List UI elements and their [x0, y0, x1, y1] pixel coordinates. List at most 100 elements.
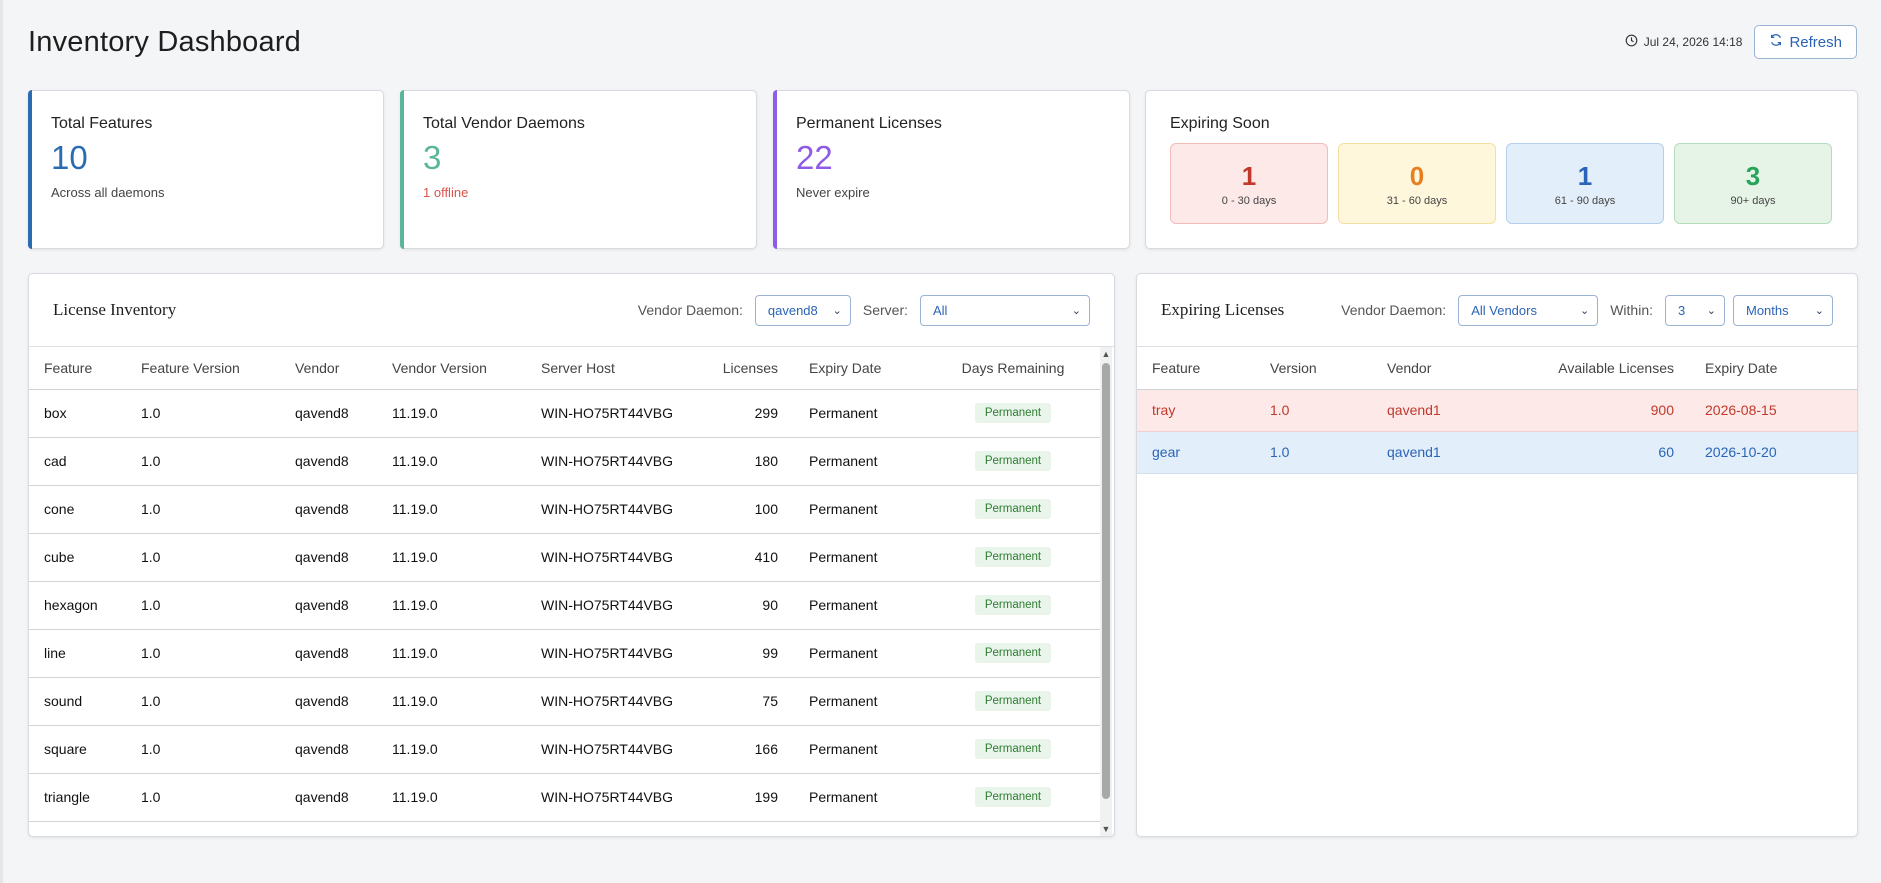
- cell-feature: line: [29, 629, 126, 678]
- col-expiry-date[interactable]: Expiry Date: [794, 347, 926, 390]
- expiring-licenses-panel: Expiring Licenses Vendor Daemon: All Ven…: [1136, 273, 1858, 837]
- cell-days-remaining: Permanent: [926, 581, 1100, 630]
- scroll-down-icon[interactable]: ▼: [1101, 824, 1111, 834]
- vendor-daemon-value: qavend8: [767, 302, 818, 318]
- col-licenses[interactable]: Licenses: [704, 347, 794, 390]
- cell-version: 1.0: [1255, 389, 1372, 432]
- table-row[interactable]: square 1.0 qavend8 11.19.0 WIN-HO75RT44VBG 16…: [29, 725, 1100, 774]
- timestamp-text: Jul 24, 2026 14:18: [1643, 35, 1743, 49]
- stat-label: Total Vendor Daemons: [423, 115, 585, 132]
- cell-expiry-date: Permanent: [794, 581, 926, 630]
- cell-vendor-version: 11.19.0: [377, 725, 526, 774]
- unit-select[interactable]: Months ⌄: [1733, 294, 1833, 326]
- server-select[interactable]: All ⌄: [920, 294, 1090, 326]
- stat-value: 22: [796, 139, 833, 176]
- page-header: Inventory Dashboard Jul 24, 2026 14:18 R…: [28, 20, 1857, 64]
- expiring-soon-card: Expiring Soon 1 0 - 30 days 0 31 - 60 da…: [1145, 90, 1858, 249]
- cell-days-remaining: Permanent: [926, 677, 1100, 726]
- cell-days-remaining: Permanent: [926, 437, 1100, 486]
- cell-licenses: 166: [704, 725, 794, 774]
- stat-label: Permanent Licenses: [796, 115, 942, 132]
- col-server-host[interactable]: Server Host: [526, 347, 704, 390]
- stat-card-vendor-daemons: Total Vendor Daemons 3 1 offline: [400, 90, 757, 249]
- within-label: Within:: [1610, 302, 1653, 318]
- bucket-0-30[interactable]: 1 0 - 30 days: [1170, 143, 1328, 224]
- bucket-61-90[interactable]: 1 61 - 90 days: [1506, 143, 1664, 224]
- stat-card-total-features: Total Features 10 Across all daemons: [28, 90, 384, 249]
- vendor-daemon-select[interactable]: All Vendors ⌄: [1458, 294, 1599, 326]
- cell-expiry-date: Permanent: [794, 773, 926, 822]
- cell-vendor: qavend8: [280, 677, 377, 726]
- cell-server-host: WIN-HO75RT44VBG: [526, 581, 704, 630]
- bucket-31-60[interactable]: 0 31 - 60 days: [1338, 143, 1496, 224]
- stat-label: Total Features: [51, 115, 153, 132]
- cell-feature-version: 1.0: [126, 485, 280, 534]
- scroll-thumb[interactable]: [1102, 363, 1110, 799]
- status-badge: Permanent: [974, 451, 1052, 471]
- cell-server-host: WIN-HO75RT44VBG: [526, 629, 704, 678]
- cell-server-host: WIN-HO75RT44VBG: [526, 437, 704, 486]
- cell-available: 60: [1472, 431, 1690, 474]
- col-expiry-date[interactable]: Expiry Date: [1690, 347, 1857, 390]
- refresh-label: Refresh: [1789, 33, 1842, 51]
- bucket-count: 1: [1577, 160, 1593, 191]
- cell-expiry-date: Permanent: [794, 389, 926, 438]
- col-feature[interactable]: Feature: [1137, 347, 1255, 390]
- cell-feature-version: 1.0: [126, 773, 280, 822]
- cell-feature: cone: [29, 485, 126, 534]
- table-row[interactable]: hexagon 1.0 qavend8 11.19.0 WIN-HO75RT44VBG 9…: [29, 581, 1100, 630]
- cell-days-remaining: Permanent: [926, 485, 1100, 534]
- status-badge: Permanent: [974, 547, 1052, 567]
- within-select[interactable]: 3 ⌄: [1665, 294, 1725, 326]
- table-row[interactable]: cad 1.0 qavend8 11.19.0 WIN-HO75RT44VBG 180 Pe…: [29, 437, 1100, 486]
- status-badge: Permanent: [974, 643, 1052, 663]
- cell-vendor: qavend8: [280, 533, 377, 582]
- table-row[interactable]: box 1.0 qavend8 11.19.0 WIN-HO75RT44VBG 299 Pe…: [29, 389, 1100, 438]
- cell-feature: gear: [1137, 431, 1255, 474]
- cell-feature: tray: [1137, 389, 1255, 432]
- scroll-up-icon[interactable]: ▲: [1101, 349, 1111, 359]
- cell-feature-version: 1.0: [126, 389, 280, 438]
- col-available-licenses[interactable]: Available Licenses: [1472, 347, 1690, 390]
- cell-licenses: 299: [704, 389, 794, 438]
- col-feature-version[interactable]: Feature Version: [126, 347, 280, 390]
- table-row[interactable]: cube 1.0 qavend8 11.19.0 WIN-HO75RT44VBG 410 P…: [29, 533, 1100, 582]
- col-vendor[interactable]: Vendor: [1372, 347, 1472, 390]
- table-row[interactable]: sound 1.0 qavend8 11.19.0 WIN-HO75RT44VBG 75 P…: [29, 677, 1100, 726]
- license-inventory-panel: License Inventory Vendor Daemon: qavend8…: [28, 273, 1115, 837]
- stat-sub: 1 offline: [423, 185, 469, 200]
- cell-expiry-date: Permanent: [794, 437, 926, 486]
- table-row[interactable]: cone 1.0 qavend8 11.19.0 WIN-HO75RT44VBG 100 P…: [29, 485, 1100, 534]
- cell-expiry-date: Permanent: [794, 533, 926, 582]
- cell-feature: cube: [29, 533, 126, 582]
- chevron-down-icon: ⌄: [832, 304, 842, 317]
- cell-licenses: 180: [704, 437, 794, 486]
- col-version[interactable]: Version: [1255, 347, 1372, 390]
- cell-feature: box: [29, 389, 126, 438]
- cell-licenses: 90: [704, 581, 794, 630]
- expiring-table: Feature Version Vendor Available License…: [1137, 347, 1857, 474]
- table-row[interactable]: line 1.0 qavend8 11.19.0 WIN-HO75RT44VBG 99 Pe…: [29, 629, 1100, 678]
- col-feature[interactable]: Feature: [29, 347, 126, 390]
- col-vendor[interactable]: Vendor: [280, 347, 377, 390]
- table-row[interactable]: gear 1.0 qavend1 60 2026-10-20: [1137, 431, 1857, 474]
- vendor-daemon-select[interactable]: qavend8 ⌄: [754, 294, 851, 326]
- col-vendor-version[interactable]: Vendor Version: [377, 347, 526, 390]
- cell-available: 900: [1472, 389, 1690, 432]
- col-days-remaining[interactable]: Days Remaining: [926, 347, 1100, 390]
- cell-vendor: qavend1: [1372, 389, 1472, 432]
- table-row[interactable]: triangle 1.0 qavend8 11.19.0 WIN-HO75RT44VBG…: [29, 773, 1100, 822]
- expiry-buckets: 1 0 - 30 days 0 31 - 60 days 1 61 - 90 d…: [1170, 143, 1857, 224]
- refresh-button[interactable]: Refresh: [1754, 25, 1857, 59]
- panel-title: Expiring Licenses: [1161, 300, 1285, 319]
- cell-vendor: qavend8: [280, 437, 377, 486]
- server-label: Server:: [862, 302, 908, 318]
- status-badge: Permanent: [974, 499, 1052, 519]
- bucket-range: 0 - 30 days: [1221, 194, 1277, 207]
- cell-server-host: WIN-HO75RT44VBG: [526, 677, 704, 726]
- cell-server-host: WIN-HO75RT44VBG: [526, 533, 704, 582]
- bucket-90-plus[interactable]: 3 90+ days: [1674, 143, 1832, 224]
- vendor-daemon-value: All Vendors: [1471, 302, 1537, 318]
- table-row[interactable]: tray 1.0 qavend1 900 2026-08-15: [1137, 389, 1857, 432]
- table-scrollbar[interactable]: ▲ ▼: [1100, 347, 1112, 836]
